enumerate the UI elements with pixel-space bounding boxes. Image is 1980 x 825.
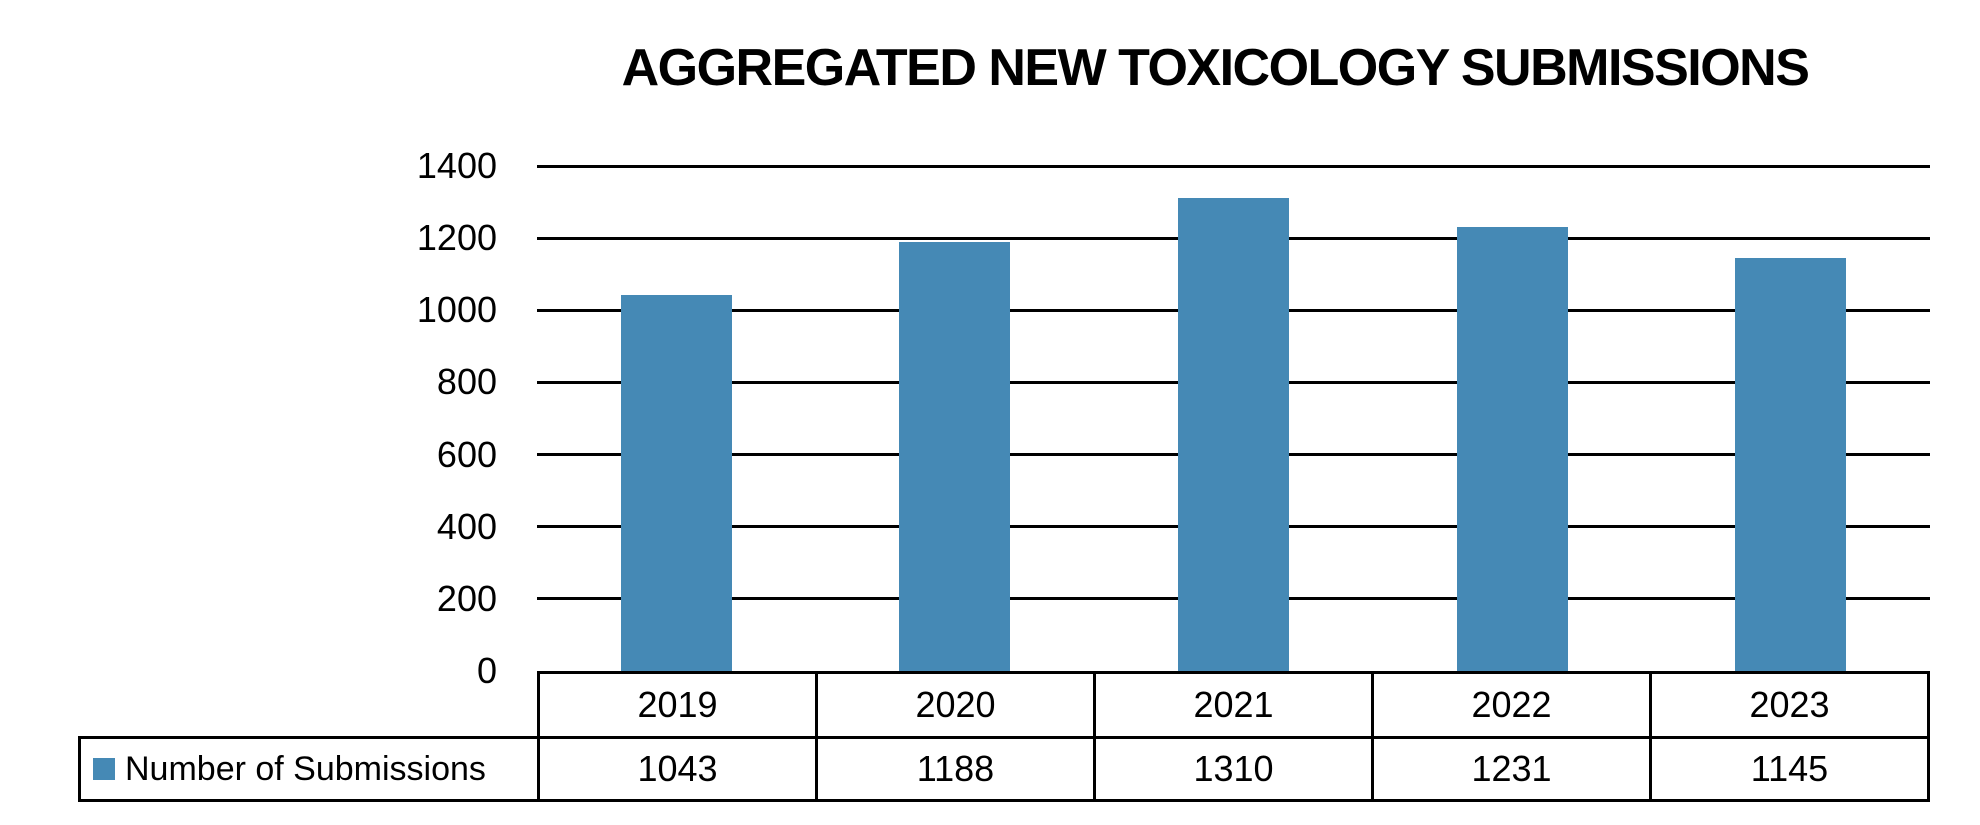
category-label-2020: 2020: [815, 674, 1093, 736]
y-tick-label: 1400: [416, 145, 497, 186]
category-label-2022: 2022: [1371, 674, 1649, 736]
value-2021: 1310: [1093, 739, 1371, 799]
y-tick-label: 800: [436, 361, 497, 403]
value-2022: 1231: [1371, 739, 1649, 799]
y-tick-label: 1000: [416, 289, 497, 331]
y-tick-label: 1200: [416, 217, 497, 259]
value-2019: 1043: [537, 739, 815, 799]
bar-series: [537, 166, 1930, 671]
category-label-2019: 2019: [637, 684, 718, 725]
value-2020: 1188: [815, 739, 1093, 799]
bar-2021: [1177, 198, 1289, 671]
y-tick-label: 400: [436, 505, 497, 547]
y-tick-label: 200: [436, 577, 497, 619]
x-axis-category-row: 2019 2020 2021 2022 2023: [537, 671, 1930, 736]
gridline: [537, 164, 1930, 168]
y-tick-label: 0: [476, 650, 497, 691]
bar-2022: [1456, 226, 1568, 671]
legend-marker-icon: [93, 758, 115, 780]
category-label-2023: 2023: [1649, 674, 1927, 736]
bar-2023: [1735, 257, 1847, 671]
chart-title: AGGREGATED NEW TOXICOLOGY SUBMISSIONS: [621, 39, 1810, 97]
legend: Number of Submissions: [81, 739, 537, 799]
legend-label: Number of Submissions: [125, 750, 486, 788]
y-tick-label: 600: [436, 433, 497, 475]
category-label-2021: 2021: [1093, 674, 1371, 736]
plot-area: [537, 164, 1930, 671]
data-table-value-row: Number of Submissions 1043 1188 1310 123…: [78, 736, 1930, 802]
bar-2019: [620, 294, 732, 671]
y-axis: 1400 1200 1000 800 600 400 200 0: [330, 0, 497, 825]
bar-2020: [899, 242, 1011, 671]
value-2023: 1145: [1649, 739, 1927, 799]
